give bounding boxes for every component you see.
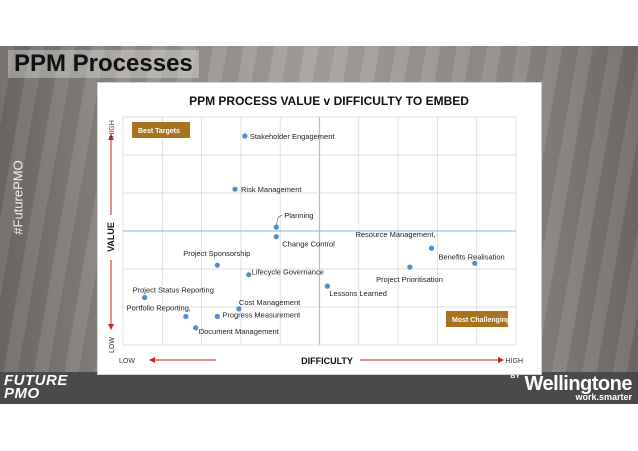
wellingtone-tagline: work.smarter [575, 392, 632, 402]
data-point-label: Portfolio Reporting, [127, 304, 191, 313]
chart-callouts: Best Targets Most Challenging [132, 122, 510, 327]
data-point [183, 313, 189, 320]
data-point [142, 294, 148, 301]
data-point [232, 186, 238, 192]
y-axis-low-label: LOW [109, 337, 116, 353]
data-point-label: Project Prioritisation [376, 275, 443, 284]
data-point-label: Cost Management [239, 298, 301, 307]
callout-label: Most Challenging [452, 317, 510, 324]
data-point [273, 224, 279, 230]
chart-card: PPM PROCESS VALUE v DIFFICULTY TO EMBED … [97, 82, 542, 375]
footer-bar [0, 372, 638, 404]
data-point-label: Lifecycle Governance [252, 268, 324, 277]
y-axis-high-label: HIGH [109, 120, 116, 138]
future-pmo-logo-line2: PMO [4, 385, 40, 402]
data-point [214, 313, 220, 320]
data-point-label: Benefits Realisation [438, 252, 504, 261]
data-point [193, 325, 199, 331]
label-leader-line [275, 214, 283, 226]
callout-box [132, 122, 190, 138]
x-axis-high-label: HIGH [506, 358, 524, 365]
chart-title: PPM PROCESS VALUE v DIFFICULTY TO EMBED [189, 94, 469, 108]
data-point [236, 306, 242, 312]
chart-points: Stakeholder Engagement Risk Management Pla… [127, 132, 505, 336]
data-point [407, 264, 413, 270]
data-point-label: Project Sponsorship [183, 249, 250, 258]
data-point-label: Resource Management, [355, 230, 435, 239]
scatter-chart: PPM PROCESS VALUE v DIFFICULTY TO EMBED … [106, 94, 523, 366]
data-point-label: Change Control [282, 240, 335, 249]
data-point-label: Stakeholder Engagement [250, 132, 336, 141]
data-point [273, 234, 279, 240]
future-pmo-logo: FUTURE PMO [4, 372, 68, 402]
chart-axes: LOW HIGH DIFFICULTY HIGH LOW VALUE [106, 120, 523, 366]
data-point [246, 272, 252, 278]
wellingtone-by-label: BY [510, 373, 521, 380]
data-point-label: Progress Measurement [222, 311, 301, 320]
data-point [242, 133, 248, 139]
data-point-label: Project Status Reporting [133, 286, 214, 295]
data-point-label: Planning [284, 211, 313, 220]
slide-top-strip [0, 0, 638, 46]
data-point [472, 260, 478, 266]
x-axis-title: DIFFICULTY [301, 356, 353, 366]
data-point-label: Risk Management [241, 185, 302, 194]
data-point-label: Document Management [199, 327, 280, 336]
page-title: PPM Processes [8, 50, 199, 78]
callout-label: Best Targets [138, 128, 180, 135]
y-axis-title: VALUE [106, 222, 116, 252]
future-pmo-logo-line1: FUTURE [4, 372, 68, 389]
data-point-label: Lessons Learned [329, 289, 387, 298]
callout-box [446, 311, 508, 327]
x-axis-low-label: LOW [119, 358, 135, 365]
data-point [324, 283, 330, 289]
wellingtone-name: Wellingtone [524, 373, 633, 395]
chart-grid [122, 116, 517, 346]
data-point [214, 262, 220, 268]
hashtag-label: #FuturePMO [10, 160, 26, 235]
wellingtone-logo: BY Wellingtone work.smarter [510, 373, 632, 402]
data-point [428, 245, 435, 251]
